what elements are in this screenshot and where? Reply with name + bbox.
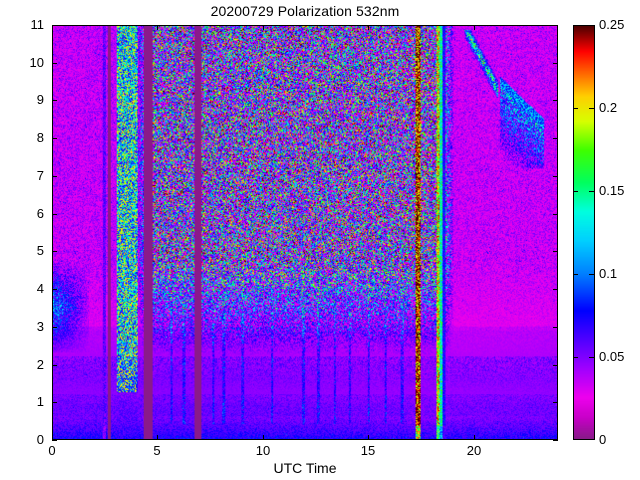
x-tick-label: 20 xyxy=(466,443,482,458)
x-tick-label: 5 xyxy=(153,443,161,458)
y-tick xyxy=(553,251,558,252)
y-tick xyxy=(52,176,57,177)
colorbar-tick-label: 0.25 xyxy=(599,17,625,32)
x-tick xyxy=(263,25,264,30)
colorbar-gradient xyxy=(574,26,594,439)
y-tick xyxy=(553,440,558,441)
colorbar[interactable] xyxy=(573,25,595,440)
x-tick-label: 15 xyxy=(360,443,376,458)
colorbar-tick-label: 0.05 xyxy=(599,349,625,364)
y-tick-label: 0 xyxy=(36,432,44,447)
x-tick xyxy=(263,435,264,440)
colorbar-tick xyxy=(589,191,594,192)
y-tick xyxy=(52,138,57,139)
y-tick xyxy=(52,251,57,252)
y-tick xyxy=(553,402,558,403)
x-axis-label: UTC Time xyxy=(273,460,337,476)
colorbar-tick xyxy=(573,191,578,192)
x-tick xyxy=(157,25,158,30)
x-tick-label: 10 xyxy=(255,443,271,458)
y-tick xyxy=(553,25,558,26)
y-tick xyxy=(553,63,558,64)
colorbar-tick-label: 0.2 xyxy=(599,100,618,115)
y-tick xyxy=(52,25,57,26)
x-tick xyxy=(368,435,369,440)
y-tick-label: 7 xyxy=(36,168,44,183)
x-tick xyxy=(52,435,53,440)
y-tick-label: 4 xyxy=(36,281,44,296)
y-tick-label: 8 xyxy=(36,130,44,145)
x-tick xyxy=(52,25,53,30)
colorbar-tick xyxy=(589,357,594,358)
y-tick xyxy=(52,289,57,290)
y-tick xyxy=(553,327,558,328)
page-title: 20200729 Polarization 532nm xyxy=(210,3,400,19)
y-tick-label: 3 xyxy=(36,319,44,334)
x-tick xyxy=(474,25,475,30)
y-tick xyxy=(553,138,558,139)
colorbar-tick xyxy=(589,274,594,275)
y-tick-label: 10 xyxy=(29,55,44,70)
heatmap-image xyxy=(53,26,557,439)
y-tick-label: 11 xyxy=(30,17,45,32)
x-tick-label: 0 xyxy=(48,443,56,458)
y-tick xyxy=(553,365,558,366)
y-tick xyxy=(553,214,558,215)
y-tick xyxy=(52,327,57,328)
colorbar-tick xyxy=(573,108,578,109)
colorbar-tick-label: 0 xyxy=(599,432,607,447)
y-tick xyxy=(553,176,558,177)
y-tick-label: 5 xyxy=(36,243,44,258)
y-tick xyxy=(52,214,57,215)
x-tick xyxy=(157,435,158,440)
plot-area[interactable] xyxy=(52,25,558,440)
y-tick xyxy=(553,100,558,101)
colorbar-tick-label: 0.15 xyxy=(599,183,625,198)
y-tick xyxy=(52,365,57,366)
colorbar-tick-label: 0.1 xyxy=(599,266,618,281)
y-tick xyxy=(52,402,57,403)
x-tick xyxy=(474,435,475,440)
y-tick xyxy=(553,289,558,290)
y-tick-label: 1 xyxy=(36,394,44,409)
y-tick-label: 9 xyxy=(36,92,44,107)
colorbar-tick xyxy=(589,108,594,109)
y-tick xyxy=(52,440,57,441)
x-tick xyxy=(368,25,369,30)
y-tick xyxy=(52,63,57,64)
y-tick xyxy=(52,100,57,101)
colorbar-tick xyxy=(573,357,578,358)
y-tick-label: 2 xyxy=(36,357,44,372)
colorbar-tick xyxy=(573,274,578,275)
y-tick-label: 6 xyxy=(36,206,44,221)
